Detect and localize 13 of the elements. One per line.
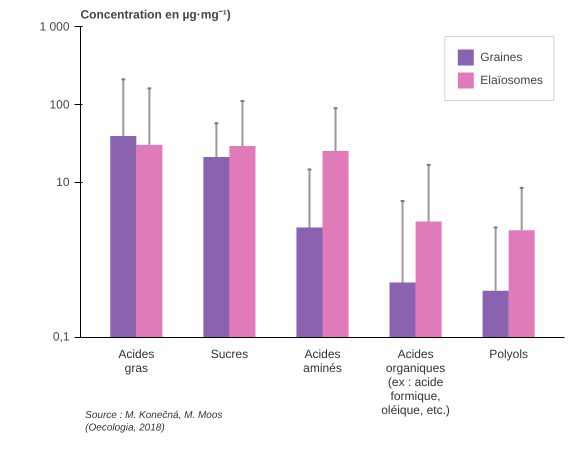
source-note: Source : M. Konečná, M. Moos (Oecologia, 2018) bbox=[85, 410, 222, 434]
x-tick-label: Acides gras bbox=[118, 346, 154, 375]
y-tick-label: 100 bbox=[49, 97, 70, 112]
x-tick-label: Sucres bbox=[210, 346, 248, 361]
y-tick-label: 10 bbox=[56, 175, 70, 189]
x-tick-label: Acides aminés bbox=[303, 346, 342, 375]
y-tick-label: 0,1 bbox=[52, 330, 70, 344]
y-tick-label: 1 000 bbox=[39, 20, 70, 34]
y-axis-title: Concentration en µg·mg⁻¹) bbox=[80, 8, 231, 22]
legend-label: Elaïosomes bbox=[480, 73, 543, 87]
x-tick-label: Polyols bbox=[489, 346, 528, 361]
legend-label: Graines bbox=[480, 50, 522, 64]
x-tick-label: Acides organiques (ex : acide formique, oléique, etc.) bbox=[381, 346, 450, 417]
